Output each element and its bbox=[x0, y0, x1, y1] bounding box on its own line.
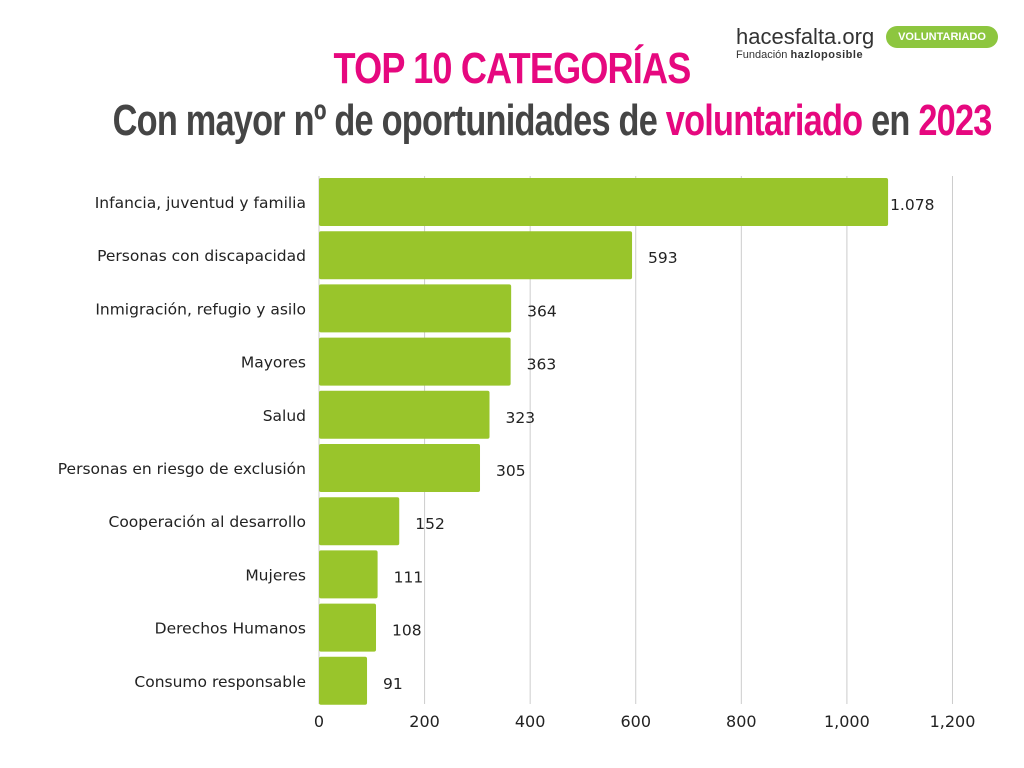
bar bbox=[319, 550, 378, 599]
bar bbox=[319, 284, 512, 333]
bar bbox=[319, 497, 400, 546]
bar bbox=[319, 656, 368, 705]
hacesfalta-logo: hacesfalta.org Fundación hazloposible bbox=[736, 24, 875, 62]
bars bbox=[319, 178, 889, 705]
value-label: 323 bbox=[506, 409, 536, 427]
subtitle-part-2: en bbox=[862, 96, 919, 145]
chart-subtitle: Con mayor nº de oportunidades de volunta… bbox=[112, 96, 993, 146]
x-tick-label: 200 bbox=[409, 712, 440, 731]
category-label: Salud bbox=[263, 407, 306, 425]
value-label: 111 bbox=[394, 568, 424, 586]
subtitle-highlight-year: 2023 bbox=[918, 96, 992, 145]
x-axis-tick-labels: 0 200 400 600 800 1,000 1,200 bbox=[314, 712, 975, 731]
logo-main-text: hacesfalta.org bbox=[736, 24, 875, 49]
value-labels: 1.078 593 364 363 323 305 152 111 108 91 bbox=[383, 196, 934, 693]
value-label: 593 bbox=[648, 249, 678, 267]
value-label: 91 bbox=[383, 675, 403, 693]
bar bbox=[319, 231, 633, 280]
category-label: Derechos Humanos bbox=[155, 620, 306, 638]
logo-sub-brand: hazloposible bbox=[790, 49, 864, 61]
category-label: Personas con discapacidad bbox=[97, 247, 306, 265]
value-label: 364 bbox=[527, 302, 557, 320]
category-labels: Infancia, juventud y familia Personas con… bbox=[58, 194, 306, 691]
category-label: Mayores bbox=[241, 354, 306, 372]
category-label: Infancia, juventud y familia bbox=[95, 194, 306, 212]
subtitle-part-1: Con mayor nº de oportunidades de bbox=[112, 96, 666, 145]
bar bbox=[319, 444, 481, 492]
subtitle-highlight-voluntariado: voluntariado bbox=[665, 96, 863, 145]
x-tick-label: 400 bbox=[515, 712, 546, 731]
logo-sub-prefix: Fundación bbox=[736, 49, 791, 61]
category-label: Consumo responsable bbox=[134, 673, 306, 691]
category-label: Personas en riesgo de exclusión bbox=[58, 460, 306, 478]
value-label: 1.078 bbox=[890, 196, 934, 214]
voluntariado-badge: VOLUNTARIADO bbox=[886, 26, 998, 48]
bar bbox=[319, 337, 511, 386]
x-tick-label: 800 bbox=[726, 712, 757, 731]
category-label: Inmigración, refugio y asilo bbox=[95, 300, 306, 318]
value-label: 152 bbox=[415, 515, 445, 533]
bar bbox=[319, 178, 889, 226]
bar bbox=[319, 390, 490, 439]
value-label: 305 bbox=[496, 462, 526, 480]
chart-title: TOP 10 CATEGORÍAS bbox=[333, 44, 692, 93]
logo-sub-text: Fundación hazloposible bbox=[736, 49, 874, 61]
x-tick-label: 1,000 bbox=[824, 712, 870, 731]
bar bbox=[319, 603, 377, 652]
category-label: Cooperación al desarrollo bbox=[109, 513, 307, 531]
x-tick-label: 600 bbox=[620, 712, 651, 731]
value-label: 363 bbox=[527, 356, 557, 374]
x-tick-label: 1,200 bbox=[930, 712, 976, 731]
value-label: 108 bbox=[392, 622, 422, 640]
category-label: Mujeres bbox=[245, 566, 306, 584]
x-tick-label: 0 bbox=[314, 712, 324, 731]
